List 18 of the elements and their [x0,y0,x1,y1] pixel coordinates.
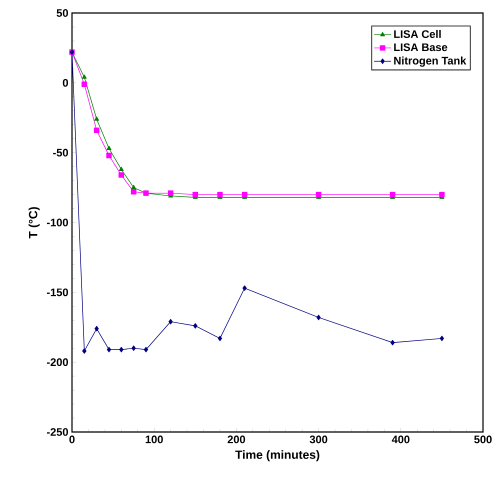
x-tick-label: 300 [310,436,328,444]
y-tick-label: -200 [46,358,68,366]
x-tick-label: 400 [392,436,410,444]
x-axis-title: Time (minutes) [235,450,320,462]
x-tick-label: 0 [69,436,75,444]
y-tick-label: -250 [46,428,68,436]
y-tick-label: -100 [46,218,68,226]
y-tick-label: 50 [56,9,68,17]
x-tick-label: 500 [474,436,492,444]
y-tick-label: 0 [62,78,68,87]
y-tick-label: -50 [53,148,68,157]
x-tick-label: 100 [146,436,163,444]
legend-label: Nitrogen Tank [394,56,466,67]
y-tick-label: -150 [46,288,68,296]
legend-label: LISA Cell [394,30,441,38]
x-tick-label: 200 [228,436,246,444]
legend-label: LISA Base [394,43,448,52]
y-axis-title: T (°C) [28,207,40,238]
